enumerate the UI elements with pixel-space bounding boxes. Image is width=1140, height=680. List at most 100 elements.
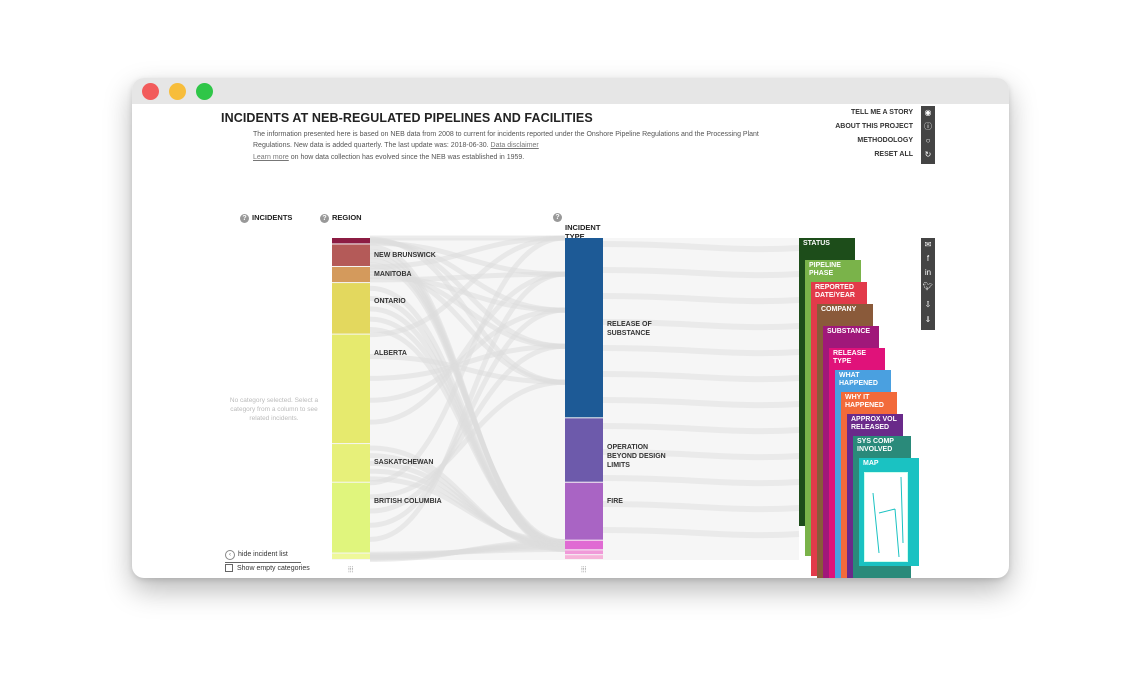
close-window-button[interactable] [142,83,159,100]
menu-methodology[interactable]: METHODOLOGY [857,137,913,144]
category-card-label: SYS COMP INVOLVED [857,438,894,453]
region-segment[interactable] [332,238,370,244]
maximize-window-button[interactable] [196,83,213,100]
hide-list-label: hide incident list [238,551,288,558]
region-segment[interactable] [332,334,370,444]
flow-path [369,306,566,549]
flow-path [369,267,566,385]
type-segment-label[interactable]: FIRE [607,497,623,505]
flow-path [369,476,566,545]
category-card-label: COMPANY [821,306,857,313]
region-column-header[interactable]: ? REGION [320,213,362,223]
flow-path [602,345,800,357]
learn-more-text: on how data collection has evolved since… [290,154,525,161]
flow-path [369,238,566,349]
learn-more-link[interactable]: Learn more [253,154,289,161]
flow-path [369,271,566,283]
region-drag-handle-icon[interactable]: ⦙⦙⦙ [348,565,354,574]
incident-type-column-header[interactable]: ? INCIDENT TYPE [553,205,600,259]
facebook-icon[interactable]: f [926,254,930,263]
help-icon[interactable]: ? [553,213,562,222]
flow-paths [369,235,800,562]
region-segment-label[interactable]: ALBERTA [374,349,407,357]
type-segment[interactable] [565,540,603,550]
category-card-label: MAP [863,460,879,467]
data-disclaimer-link[interactable]: Data disclaimer [490,142,539,149]
region-header-label: REGION [332,213,362,222]
flow-path [369,307,566,528]
image-download-icon[interactable]: ⇩ [924,300,932,309]
region-segment-label[interactable]: SASKATCHEWAN [374,459,434,467]
category-card-label: WHAT HAPPENED [839,372,878,387]
hide-incident-list-toggle[interactable]: ‹ hide incident list [225,550,301,563]
region-segment[interactable] [332,283,370,334]
type-segment-label[interactable]: RELEASE OF SUBSTANCE [607,321,652,338]
flow-path [369,235,566,486]
reset-icon[interactable]: ↻ [924,150,932,159]
category-card-label: REPORTED DATE/YEAR [815,284,855,299]
menu-tell-me-a-story[interactable]: TELL ME A STORY [851,109,913,116]
window-titlebar [132,78,1009,104]
type-segment[interactable] [565,550,603,555]
type-drag-handle-icon[interactable]: ⦙⦙⦙ [581,565,587,574]
help-icon[interactable]: ? [240,213,249,223]
browser-window: INCIDENTS AT NEB-REGULATED PIPELINES AND… [132,78,1009,578]
region-segment-label[interactable]: MANITOBA [374,271,412,279]
type-segment[interactable] [565,418,603,482]
region-segment[interactable] [332,244,370,266]
flow-path [602,423,800,435]
incident-type-header-label: INCIDENT TYPE [565,223,601,241]
intro-text: The information presented here is based … [253,129,773,151]
region-segment[interactable] [332,553,370,559]
category-card[interactable]: MAP [859,458,919,566]
type-segment-label[interactable]: OPERATION BEYOND DESIGN LIMITS [607,443,666,469]
flow-path [602,501,800,513]
flow-path [602,293,800,305]
category-card-label: STATUS [803,240,830,247]
intro-paragraph: The information presented here is based … [253,131,759,149]
flow-path [602,475,800,487]
flow-path [369,235,566,338]
eye-icon[interactable]: ◉ [924,108,932,117]
show-empty-checkbox[interactable] [225,564,233,572]
incident-type-segments[interactable] [565,238,603,559]
type-segment[interactable] [565,555,603,559]
show-empty-categories-option[interactable]: Show empty categories [225,564,310,572]
flow-path [602,527,800,539]
category-card-label: APPROX VOL RELEASED [851,416,897,431]
incidents-column-header[interactable]: ? INCIDENTS [240,213,292,223]
empty-selection-message: No category selected. Select a category … [229,397,319,422]
menu-icon-strip: ◉ ⓘ ○ ↻ [921,106,935,164]
map-thumbnail[interactable] [864,472,908,562]
flow-path [602,241,800,253]
flow-path [369,271,566,425]
region-segments[interactable] [332,238,370,559]
category-card-label: WHY IT HAPPENED [845,394,884,409]
email-icon[interactable]: ✉ [924,240,932,249]
info-icon[interactable]: ⓘ [924,122,932,131]
region-segment[interactable] [332,482,370,553]
region-segment[interactable] [332,266,370,283]
type-segment[interactable] [565,482,603,540]
flow-path [602,267,800,279]
incidents-header-label: INCIDENTS [252,213,293,222]
region-segment-label[interactable]: NEW BRUNSWICK [374,251,436,259]
help-icon[interactable]: ? [320,213,329,223]
linkedin-icon[interactable]: in [924,268,932,277]
region-segment-label[interactable]: BRITISH COLUMBIA [374,497,442,505]
share-icon-strip: ✉ f in 🐦︎ ⇩ ⇓ [921,238,935,330]
page-title: INCIDENTS AT NEB-REGULATED PIPELINES AND… [221,111,593,125]
learn-more-line: Learn more on how data collection has ev… [253,154,524,161]
menu-about-this-project[interactable]: ABOUT THIS PROJECT [835,123,913,130]
chevron-left-icon: ‹ [225,550,235,560]
region-segment[interactable] [332,444,370,482]
data-download-icon[interactable]: ⇓ [924,315,932,324]
category-card-label: SUBSTANCE [827,328,871,335]
minimize-window-button[interactable] [169,83,186,100]
flow-path [602,397,800,409]
twitter-icon[interactable]: 🐦︎ [922,282,934,291]
type-segment[interactable] [565,238,603,418]
menu-reset-all[interactable]: RESET ALL [874,151,913,158]
region-segment-label[interactable]: ONTARIO [374,298,406,306]
circle-icon[interactable]: ○ [925,136,931,145]
